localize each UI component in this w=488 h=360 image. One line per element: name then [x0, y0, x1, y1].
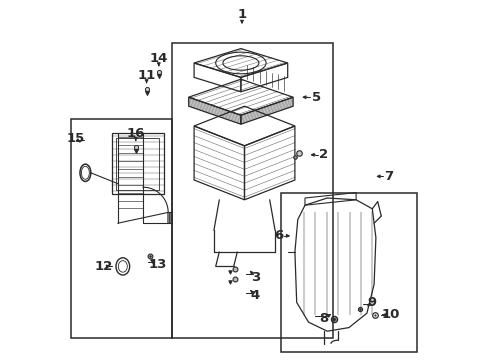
Text: 13: 13	[148, 258, 166, 271]
Text: 5: 5	[311, 91, 321, 104]
Text: 4: 4	[250, 289, 260, 302]
Text: 14: 14	[149, 52, 168, 65]
Text: 1: 1	[237, 8, 246, 21]
Bar	[172, 43, 332, 338]
Text: 3: 3	[250, 271, 260, 284]
Bar	[280, 193, 416, 352]
Text: 11: 11	[137, 69, 155, 82]
Text: 7: 7	[383, 170, 392, 183]
Text: 15: 15	[66, 132, 84, 145]
Text: 10: 10	[380, 309, 399, 321]
Text: 8: 8	[319, 312, 327, 325]
Text: 6: 6	[273, 229, 283, 242]
Text: 9: 9	[367, 296, 376, 309]
Text: 16: 16	[126, 127, 144, 140]
Text: 2: 2	[319, 148, 327, 161]
Bar	[71, 119, 172, 338]
Text: 12: 12	[94, 260, 112, 273]
